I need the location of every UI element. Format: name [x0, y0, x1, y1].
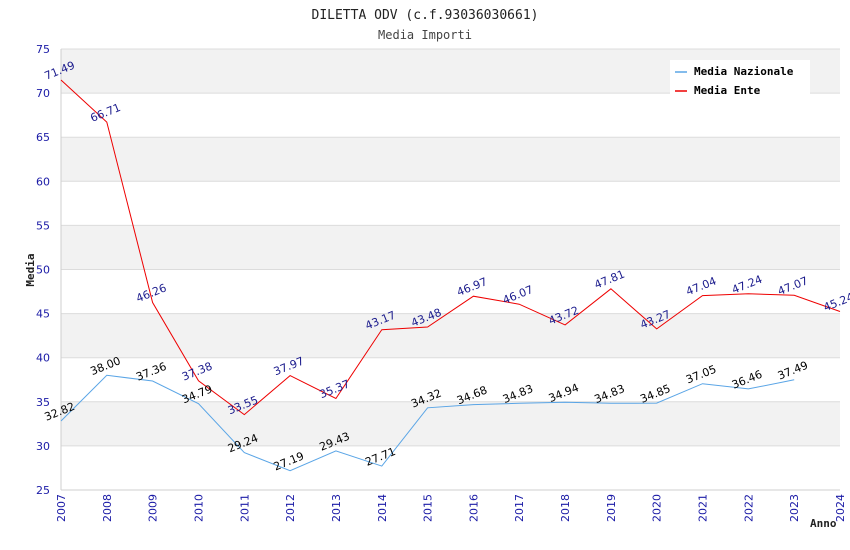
y-tick-label: 50 — [36, 264, 50, 277]
legend-box — [670, 60, 810, 98]
legend-label-media-ente: Media Ente — [694, 84, 761, 97]
plot-band — [61, 313, 840, 358]
y-tick-label: 65 — [36, 131, 50, 144]
x-axis-label: Anno — [810, 517, 837, 530]
plot-band — [61, 269, 840, 314]
x-tick-label: 2024 — [834, 494, 847, 522]
y-tick-label: 75 — [36, 43, 50, 56]
x-tick-label: 2013 — [330, 494, 343, 522]
series-line-media-ente — [60, 79, 841, 416]
plot-bands — [61, 49, 840, 490]
plot-band — [61, 357, 840, 402]
legend-label-media-nazionale: Media Nazionale — [694, 65, 794, 78]
x-tick-label: 2021 — [697, 494, 710, 522]
x-tick-label: 2012 — [284, 494, 297, 522]
x-tick-label: 2018 — [559, 494, 572, 522]
y-axis-ticks: 25 30 35 40 45 50 55 60 65 70 75 — [36, 43, 50, 497]
y-tick-label: 45 — [36, 308, 50, 321]
x-tick-label: 2016 — [467, 494, 480, 522]
x-tick-label: 2007 — [55, 494, 68, 522]
x-tick-label: 2008 — [101, 494, 114, 522]
y-tick-label: 40 — [36, 352, 50, 365]
plot-band — [61, 225, 840, 270]
x-tick-label: 2009 — [147, 494, 160, 522]
x-tick-label: 2022 — [742, 494, 755, 522]
x-tick-label: 2015 — [422, 494, 435, 522]
y-tick-label: 25 — [36, 484, 50, 497]
x-tick-label: 2010 — [192, 494, 205, 522]
y-tick-label: 35 — [36, 396, 50, 409]
series-lines — [60, 79, 841, 472]
plot-band — [61, 401, 840, 446]
y-axis-label: Media — [24, 253, 37, 286]
y-tick-label: 30 — [36, 440, 50, 453]
y-tick-label: 60 — [36, 175, 50, 188]
y-tick-label: 70 — [36, 87, 50, 100]
plot-band — [61, 181, 840, 226]
chart-subtitle: Media Importi — [378, 28, 472, 42]
grid-lines — [60, 48, 840, 491]
x-tick-label: 2017 — [513, 494, 526, 522]
x-axis-ticks: 2007 2008 2009 2010 2011 2012 2013 2014 2015 2016… — [55, 494, 847, 522]
plot-band — [61, 445, 840, 490]
x-tick-label: 2020 — [651, 494, 664, 522]
x-tick-label: 2014 — [376, 494, 389, 522]
x-tick-label: 2023 — [788, 494, 801, 522]
y-tick-label: 55 — [36, 219, 50, 232]
chart-title: DILETTA ODV (c.f.93036030661) — [312, 8, 539, 23]
x-tick-label: 2019 — [605, 494, 618, 522]
x-tick-label: 2011 — [238, 494, 251, 522]
legend: Media Nazionale Media Ente — [670, 60, 810, 98]
plot-band — [61, 137, 840, 182]
plot-band — [61, 93, 840, 138]
series-line-media-nazionale — [60, 374, 795, 472]
